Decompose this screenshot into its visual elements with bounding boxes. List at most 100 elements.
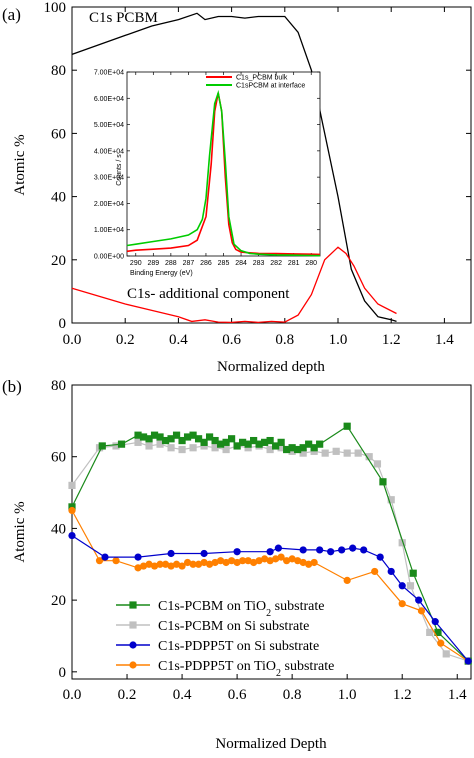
panel-b-label: (b) [2,377,22,396]
panel-b-series-0-point [189,431,197,439]
panel-b-series-0-point [255,440,263,448]
panel-a-xtick-label: 0.2 [116,332,135,348]
panel-b-series-1-point [398,539,406,547]
panel-b-series-0-point [205,433,214,441]
panel-b-series-2-point [266,548,274,556]
panel-b-series-0-point [216,440,225,448]
panel-b-series-0-point [233,442,241,450]
panel-b-xtick-label: 1.0 [338,687,357,703]
panel-b-series-3-point [371,567,379,576]
panel-a-xtick-label: 0.0 [63,332,82,348]
inset-xtick-label: 288 [165,260,177,267]
panel-b-ytick-label: 40 [51,521,66,537]
panel-b-series-1-point [266,445,274,454]
inset-xtick-label: 287 [183,260,195,267]
panel-b-series-3-point [156,560,164,568]
inset-xtick-label: 289 [147,260,159,267]
panel-b-series-0-point [266,436,274,445]
panel-b-series-1-point [332,447,340,455]
panel-b-series-1-point [373,460,382,468]
panel-b-xlabel: Normalized Depth [215,736,327,752]
inset-xlabel: Binding Energy (eV) [130,270,193,277]
panel-b-series-0-point [156,433,164,441]
panel-b-series-1-point [442,650,450,658]
panel-b-series-3-point [167,562,175,570]
panel-b-series-1-point [68,481,76,489]
panel-b-xtick-label: 0.6 [228,687,247,703]
panel-b-series-3-point [145,560,153,568]
panel-a-ylabel: Atomic % [12,134,28,195]
panel-b-series-2-point [200,549,208,558]
panel-b-series-2-point [274,544,282,552]
panel-b-series-0-point [222,438,230,446]
panel-b-legend-label: C1s-PCBM on Si substrate [158,619,309,634]
panel-b-series-2-point [68,531,76,540]
panel-a-xtick-label: 0.8 [275,332,294,348]
panel-b-series-2-point [360,546,368,554]
panel-b-series-1-point [134,438,142,446]
panel-b-legend-label: C1s-PDPP5T on Si substrate [158,639,319,654]
panel-b-series-3-point [244,557,252,565]
panel-b-series-0-point [343,422,351,430]
panel-b-series-2-point [415,596,423,604]
panel-b-legend-swatch-marker [129,601,137,609]
panel-a-ticks: 0.0 0.2 0.4 0.6 0.8 1.0 1.2 1.4 0 20 40 60 80 100 [44,0,471,348]
panel-b-series-3-point [272,555,280,563]
panel-b-series-0-point [434,628,442,636]
inset-chart: 290 289 288 287 286 285 284 283 282 281 280 0.00E+0… [94,70,321,277]
panel-b-series-2-point [464,657,472,665]
panel-b-series-1-point [321,449,329,457]
panel-b-series-3-point [294,557,302,565]
panel-b-ytick-label: 80 [51,378,66,394]
panel-b-series-3-point [200,558,208,567]
panel-b-series-1-point [145,442,153,450]
panel-b-series-2-point [316,546,324,554]
panel-b-series-3-point [255,557,263,565]
panel-a-ytick-label: 0 [59,316,67,332]
panel-b-series-3-point [299,558,307,567]
panel-b-series-3-point [250,558,258,567]
panel-a-ytick-label: 60 [51,126,66,142]
panel-b-series-1-point [211,444,219,452]
panel-b-series-0-point [277,438,285,446]
panel-b-ticks: 0.0 0.2 0.4 0.6 0.8 1.0 1.2 1.4 0 20 40 60 80 [51,378,467,703]
inset-xtick-label: 283 [253,260,265,267]
panel-b-series-3-point [194,560,203,568]
inset-xtick-label: 285 [218,260,230,267]
panel-b-series-3-point [283,557,291,565]
inset-ytick-label: 6.00E+04 [94,96,124,103]
panel-b-series-0-point [211,436,219,445]
panel-b-series-1-point [178,445,186,454]
panel-a: (a) 0.0 0.2 0.4 0.6 0.8 1.0 1.2 1.4 0 20 40 60 80 100… [2,0,472,375]
panel-b-series-0-point [239,438,247,446]
panel-b-series-0-point [379,478,387,486]
panel-b-series-3-point [277,553,285,561]
inset-ytick-label: 4.00E+04 [94,148,124,155]
panel-a-series-line-0 [71,12,397,323]
panel-b-series-0-point [145,435,153,443]
panel-a-label: (a) [2,5,21,24]
panel-b-series-0-point [310,444,318,452]
panel-b-series-2-point [233,548,241,556]
panel-b-series-3-point [343,576,351,585]
panel-b-series-3-point [310,558,318,567]
panel-b-ytick-label: 0 [59,665,67,681]
panel-b-series-1-point [222,445,230,454]
panel-b-xtick-label: 0.4 [173,687,192,703]
panel-b-series-0-point [161,436,170,445]
panel-b-series-0-point [261,438,269,446]
panel-b-series-3-point [139,562,148,570]
inset-ticks: 290 289 288 287 286 285 284 283 282 281 280 0.00E+0… [94,70,320,267]
panel-b-series-3-point [95,557,104,565]
panel-b-series-1-point [426,628,434,636]
panel-b-series-3-point [134,564,142,572]
inset-ytick-label: 0.00E+00 [94,254,124,261]
panel-b-series-0-point [134,431,142,439]
panel-b-series-2-point [431,618,439,626]
panel-b-series-3-point [233,558,241,567]
panel-b-xtick-label: 0.8 [283,687,302,703]
panel-b-series-0-point [183,433,192,441]
panel-b-legend-swatch-marker [129,661,137,669]
